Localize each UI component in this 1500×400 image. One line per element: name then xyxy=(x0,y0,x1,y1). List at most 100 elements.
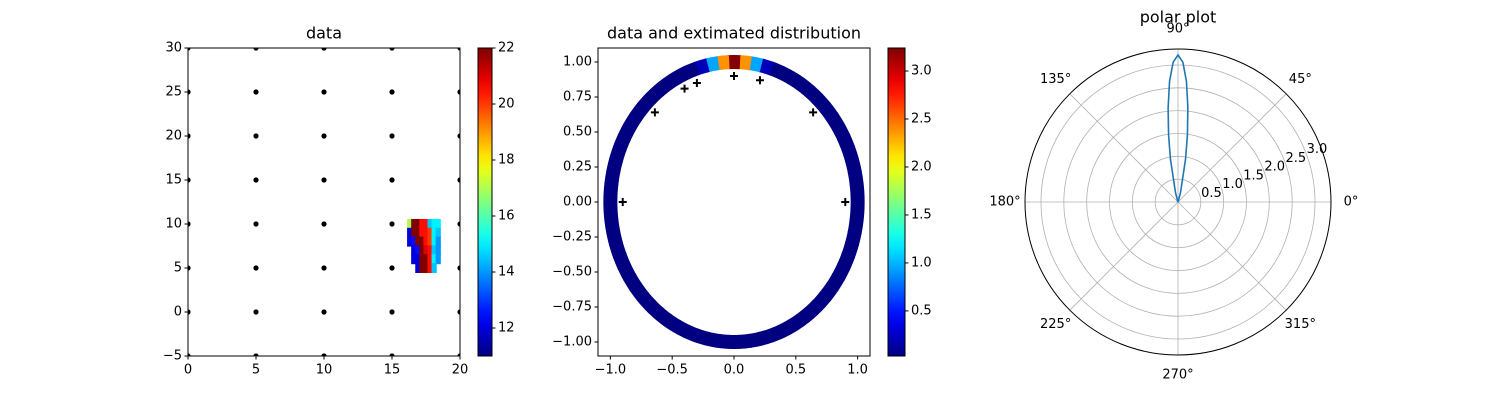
point xyxy=(321,48,327,51)
r-tick-label: 0.5 xyxy=(1201,186,1222,201)
colored-point xyxy=(423,219,429,229)
ring-segment xyxy=(609,241,627,259)
x-tick-label: 5 xyxy=(252,363,260,378)
colorbar-tick-label: 12 xyxy=(498,321,515,336)
colored-point xyxy=(435,236,441,247)
ring-segment xyxy=(819,282,839,302)
plus-point xyxy=(680,84,689,93)
point xyxy=(457,353,460,356)
plus-point xyxy=(730,72,738,80)
x-tick-label: 15 xyxy=(384,363,401,378)
x-tick-label: 1.0 xyxy=(847,363,868,378)
colored-point xyxy=(423,227,429,238)
colored-point xyxy=(415,227,421,238)
colorbar-tick-label: 14 xyxy=(498,265,515,280)
point xyxy=(389,353,395,356)
colored-point xyxy=(415,219,421,229)
theta-tick-label: 45° xyxy=(1289,72,1312,87)
colorbar-tick-label: 2.0 xyxy=(911,159,932,174)
ring-segment xyxy=(849,207,865,222)
ring-segment xyxy=(606,157,624,174)
colorbar-tick-label: 18 xyxy=(498,153,515,168)
point xyxy=(321,89,327,95)
colored-point xyxy=(435,245,441,256)
point xyxy=(457,221,460,227)
colored-point xyxy=(411,219,417,229)
colored-point xyxy=(423,245,429,256)
colored-point xyxy=(431,227,437,238)
colored-point xyxy=(427,227,433,238)
ring-segment xyxy=(683,61,700,80)
colored-point xyxy=(419,245,425,256)
ring-segment xyxy=(825,273,845,292)
colored-point xyxy=(435,254,441,265)
ring-segment xyxy=(836,133,856,152)
ring-segment xyxy=(662,313,682,333)
colored-point xyxy=(435,219,441,229)
ring-segment xyxy=(693,328,710,346)
theta-tick-label: 180° xyxy=(989,195,1020,210)
colored-point xyxy=(435,227,441,238)
ring-segment xyxy=(609,145,627,163)
colored-point xyxy=(431,236,437,247)
ring-segment xyxy=(831,263,851,282)
ring-segment xyxy=(844,157,862,174)
plot-background xyxy=(598,48,870,356)
chart-title: data xyxy=(306,24,342,43)
colorbar-tick-label: 16 xyxy=(498,209,515,224)
ring-segment xyxy=(672,319,691,338)
theta-grid-line xyxy=(1177,201,1287,311)
theta-grid-line xyxy=(1069,201,1179,311)
x-tick-label: −1.0 xyxy=(595,363,627,378)
ring-segment xyxy=(847,218,864,235)
colorbar-tick-label: 22 xyxy=(498,41,515,56)
point xyxy=(321,177,327,183)
ring-segment xyxy=(617,122,637,141)
ring-segment xyxy=(786,71,806,91)
ring-segment xyxy=(804,299,824,319)
ring-segment xyxy=(847,169,864,186)
ring-segment xyxy=(795,77,815,97)
ring-segment xyxy=(844,230,862,247)
colored-point xyxy=(411,245,417,256)
point xyxy=(188,89,191,95)
colored-point xyxy=(427,254,433,265)
ring-segment xyxy=(768,61,785,80)
y-tick-label: 0.00 xyxy=(563,195,592,210)
x-tick-label: 0.0 xyxy=(724,363,745,378)
ring-segment xyxy=(841,241,859,259)
point xyxy=(389,265,395,271)
point xyxy=(389,133,395,139)
plot-area xyxy=(188,48,460,356)
chart-title: polar plot xyxy=(1140,8,1217,27)
ring-segment xyxy=(704,56,720,73)
ring-segment xyxy=(603,182,619,197)
ring-segment xyxy=(841,145,859,163)
ring-segment xyxy=(777,319,796,338)
ring-segment xyxy=(795,307,815,327)
point xyxy=(188,221,191,227)
x-tick-label: 0 xyxy=(184,363,192,378)
ring-segment xyxy=(672,66,691,85)
colored-point xyxy=(423,254,429,265)
ring-segment xyxy=(738,333,752,349)
ring-segment xyxy=(612,133,632,152)
ring-segment xyxy=(831,122,851,141)
y-tick-label: 10 xyxy=(165,217,182,232)
y-tick-label: 30 xyxy=(165,41,182,56)
x-tick-label: 10 xyxy=(316,363,333,378)
ring-segment xyxy=(683,324,700,343)
y-tick-label: −5 xyxy=(163,349,182,364)
r-tick-label: 1.0 xyxy=(1222,177,1243,192)
point xyxy=(389,89,395,95)
colored-point xyxy=(419,263,425,273)
colorbar-tick-label: 3.0 xyxy=(911,64,932,79)
ring-segment xyxy=(758,58,775,76)
y-tick-label: 0.75 xyxy=(563,90,592,105)
ring-segment xyxy=(653,77,673,97)
y-tick-label: 0.25 xyxy=(563,160,592,175)
point xyxy=(457,48,460,51)
colorbar-tick-label: 0.5 xyxy=(911,303,932,318)
